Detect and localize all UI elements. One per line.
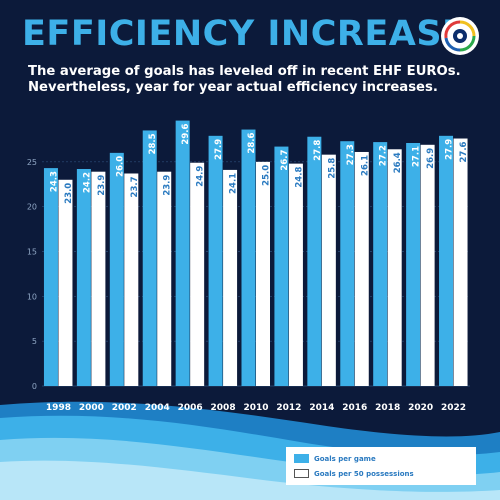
data-label: 26.4 (393, 152, 403, 173)
data-label: 29.6 (181, 124, 191, 145)
data-label: 27.3 (346, 144, 356, 165)
legend-item-goals-per-game: Goals per game (294, 452, 376, 465)
chart-legend: Goals per game Goals per 50 possessions (286, 447, 476, 485)
subtitle-line-1: The average of goals has leveled off in … (28, 64, 461, 79)
y-tick-label: 15 (27, 248, 37, 257)
bar-goals-per-50-possessions (354, 151, 369, 386)
data-label: 23.0 (64, 183, 74, 204)
bar-goals-per-game (439, 135, 454, 386)
x-tick-label: 2000 (79, 403, 104, 413)
y-tick-label: 10 (27, 292, 37, 301)
data-label: 26.1 (360, 155, 370, 176)
bar-goals-per-game (406, 143, 421, 386)
legend-label-goals-per-50-possessions: Goals per 50 possessions (314, 469, 414, 478)
chart-subtitle: The average of goals has leveled off in … (28, 64, 488, 96)
data-label: 27.8 (313, 140, 323, 161)
bar-goals-per-50-possessions (124, 173, 139, 386)
data-label: 24.2 (82, 172, 92, 193)
bar-goals-per-50-possessions (387, 149, 402, 386)
ehf-euro-logo-icon (441, 17, 479, 55)
x-tick-label: 2012 (276, 403, 301, 413)
bar-goals-per-game (307, 136, 322, 386)
data-label: 27.9 (445, 139, 455, 160)
x-tick-label: 2006 (178, 403, 203, 413)
bar-goals-per-game (274, 146, 289, 386)
data-label: 26.7 (280, 150, 290, 171)
bar-goals-per-game (373, 142, 388, 386)
data-label: 24.9 (196, 166, 206, 187)
bar-goals-per-game (109, 152, 124, 386)
legend-item-goals-per-50-possessions: Goals per 50 possessions (294, 467, 414, 480)
x-tick-label: 2014 (309, 403, 334, 413)
bar-goals-per-game (142, 130, 157, 386)
data-label: 23.9 (97, 175, 107, 196)
bar-goals-per-game (241, 129, 256, 386)
data-label: 23.9 (163, 175, 173, 196)
x-tick-label: 2016 (342, 403, 367, 413)
data-label: 23.7 (130, 176, 140, 197)
legend-swatch-goals-per-game (294, 454, 309, 463)
page-title: EFFICIENCY INCREASE (22, 14, 467, 54)
x-tick-label: 2002 (112, 403, 137, 413)
legend-swatch-goals-per-50-possessions (294, 469, 309, 478)
bar-goals-per-50-possessions (453, 138, 468, 386)
data-label: 27.1 (412, 146, 422, 167)
data-label: 28.5 (148, 133, 158, 154)
y-tick-label: 20 (27, 203, 37, 212)
data-label: 25.0 (262, 165, 272, 186)
data-label: 26.0 (115, 156, 125, 177)
bar-goals-per-50-possessions (223, 169, 238, 386)
data-label: 27.6 (459, 141, 469, 162)
y-tick-label: 0 (32, 382, 37, 391)
bar-goals-per-game (208, 135, 223, 386)
bar-goals-per-50-possessions (157, 171, 172, 386)
x-tick-label: 2010 (243, 403, 268, 413)
bar-goals-per-50-possessions (288, 163, 303, 386)
x-tick-label: 1998 (46, 403, 71, 413)
y-tick-label: 5 (32, 337, 37, 346)
bar-goals-per-50-possessions (321, 154, 336, 386)
legend-label-goals-per-game: Goals per game (314, 454, 376, 463)
bar-goals-per-game (340, 141, 355, 386)
data-label: 24.3 (49, 171, 59, 192)
x-tick-label: 2022 (441, 403, 466, 413)
data-label: 25.8 (327, 158, 337, 179)
bar-goals-per-50-possessions (58, 179, 73, 386)
bar-goals-per-game (43, 168, 58, 386)
x-tick-label: 2020 (408, 403, 433, 413)
bar-goals-per-game (175, 120, 190, 386)
x-tick-label: 2008 (211, 403, 236, 413)
bar-goals-per-50-possessions (91, 171, 106, 386)
data-label: 28.6 (247, 132, 257, 153)
bar-goals-per-game (76, 169, 91, 386)
data-label: 26.9 (426, 148, 436, 169)
data-label: 24.1 (229, 173, 239, 194)
x-tick-label: 2004 (145, 403, 170, 413)
subtitle-line-2: Nevertheless, year for year actual effic… (28, 80, 438, 95)
y-tick-label: 25 (27, 158, 37, 167)
bar-goals-per-50-possessions (420, 144, 435, 386)
data-label: 27.2 (379, 145, 389, 166)
bar-goals-per-50-possessions (190, 162, 205, 386)
bar-goals-per-50-possessions (256, 161, 270, 386)
data-label: 24.8 (294, 167, 304, 188)
data-label: 27.9 (214, 139, 224, 160)
x-tick-label: 2018 (375, 403, 400, 413)
